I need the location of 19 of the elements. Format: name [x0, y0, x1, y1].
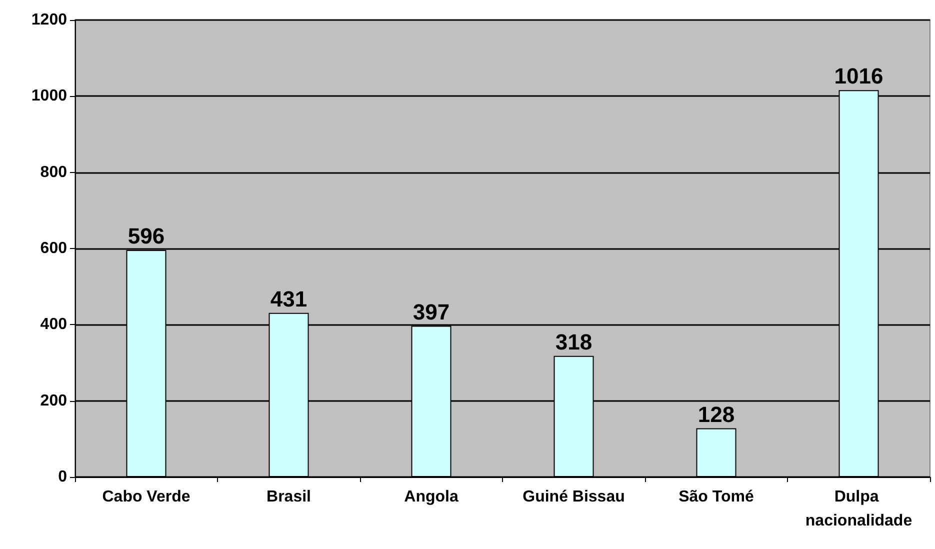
data-label: 128: [698, 402, 735, 427]
y-tick-label: 400: [40, 316, 68, 334]
y-tick-label: 200: [40, 392, 68, 410]
x-tick-label: Cabo Verde: [102, 488, 190, 506]
data-label: 397: [412, 299, 450, 324]
y-tick-label: 0: [58, 468, 68, 486]
data-label: 318: [555, 329, 592, 354]
data-label: 596: [128, 224, 165, 249]
x-tick-label: São Tomé: [678, 488, 754, 506]
data-label: 431: [270, 286, 308, 312]
y-tick-label: 600: [40, 240, 68, 257]
x-tick-label: Brasil: [266, 488, 311, 506]
data-label: 1016: [834, 64, 884, 89]
x-tick-label: Guiné Bissau: [522, 488, 625, 506]
y-tick-label: 800: [40, 164, 68, 181]
y-tick-label: 1000: [31, 88, 68, 105]
y-tick-label: 1200: [31, 12, 68, 28]
x-tick-label: Angola: [404, 488, 458, 506]
x-tick-label: Dulpa nacionalidade: [805, 488, 912, 530]
